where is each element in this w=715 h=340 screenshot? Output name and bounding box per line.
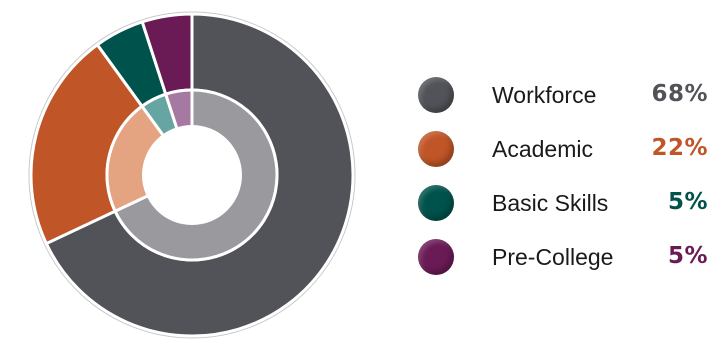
legend-label-academic: Academic xyxy=(492,136,593,162)
outer-slices xyxy=(29,12,355,338)
legend-swatch-academic xyxy=(418,131,454,167)
legend-value-workforce: 68% xyxy=(651,81,708,107)
legend-label-basic-skills: Basic Skills xyxy=(492,190,609,216)
legend-label-pre-college: Pre-College xyxy=(492,244,614,270)
legend-value-pre-college: 5% xyxy=(667,243,708,269)
donut-chart xyxy=(28,11,356,339)
legend-item-academic: Academic 22% xyxy=(418,128,710,182)
legend-value-academic: 22% xyxy=(651,135,708,161)
legend-swatch-basic-skills xyxy=(418,185,454,221)
legend-value-basic-skills: 5% xyxy=(667,189,708,215)
chart-center-hole xyxy=(142,125,242,225)
legend-item-workforce: Workforce 68% xyxy=(418,74,710,128)
legend-item-basic-skills: Basic Skills 5% xyxy=(418,182,710,236)
chart-legend: Workforce 68% Academic 22% Basic Skills … xyxy=(418,74,710,290)
legend-swatch-workforce xyxy=(418,77,454,113)
legend-swatch-pre-college xyxy=(418,239,454,275)
legend-item-pre-college: Pre-College 5% xyxy=(418,236,710,290)
legend-label-workforce: Workforce xyxy=(492,82,597,108)
